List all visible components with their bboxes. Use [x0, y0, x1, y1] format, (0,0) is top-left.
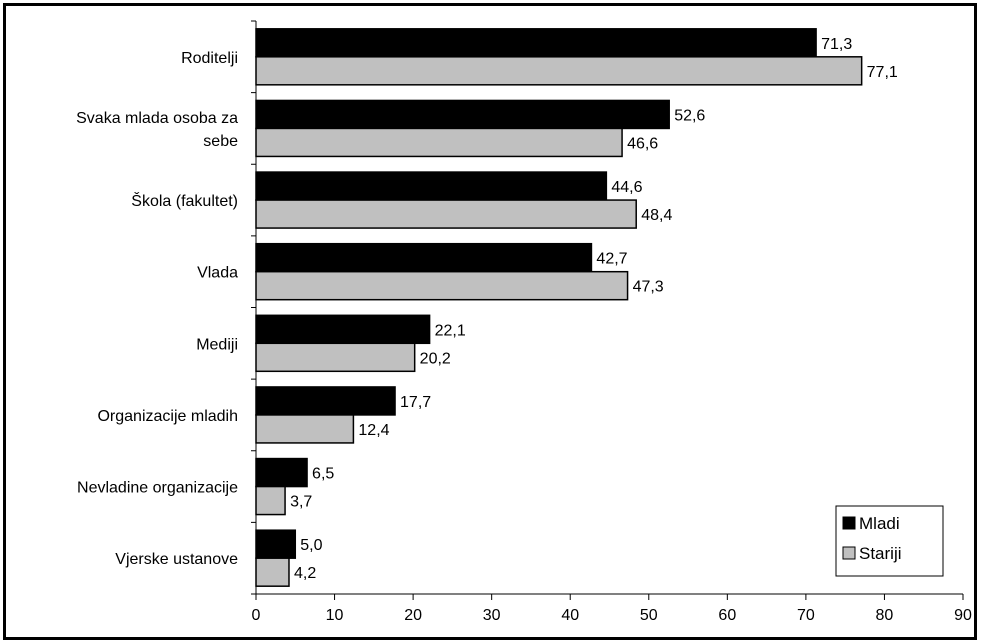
data-label: 52,6 [674, 107, 705, 124]
bar-mladi [255, 242, 593, 273]
category-label: Mediji [196, 336, 238, 353]
x-tick-label: 20 [404, 607, 422, 624]
data-label: 71,3 [821, 36, 852, 53]
bar-stariji [255, 56, 863, 86]
data-label: 48,4 [641, 207, 672, 224]
bar-stariji [255, 485, 286, 516]
legend-swatch-stariji [842, 546, 856, 560]
data-label: 46,6 [627, 135, 658, 152]
x-tick-label: 70 [797, 607, 815, 624]
x-tick-label: 0 [252, 607, 261, 624]
x-tick-label: 90 [954, 607, 972, 624]
bar-stariji [255, 342, 416, 373]
bar-stariji [255, 270, 629, 301]
legend-label-mladi: Mladi [859, 514, 900, 533]
data-label: 22,1 [435, 322, 466, 339]
bar-mladi [255, 314, 431, 345]
category-label: Svaka mlada osoba za [76, 110, 238, 127]
bar-mladi [255, 171, 608, 201]
data-label: 44,6 [611, 179, 642, 196]
data-label: 42,7 [596, 251, 627, 268]
data-label: 5,0 [300, 537, 322, 554]
bar-mladi [255, 28, 817, 58]
data-label: 4,2 [294, 565, 316, 582]
data-label: 3,7 [290, 494, 312, 511]
bar-stariji [255, 127, 623, 158]
x-tick-label: 40 [561, 607, 579, 624]
bar-mladi [255, 99, 670, 130]
data-label: 12,4 [358, 422, 389, 439]
category-label: Vlada [197, 265, 238, 282]
data-label: 47,3 [633, 279, 664, 296]
data-label: 20,2 [420, 350, 451, 367]
x-tick-label: 30 [483, 607, 501, 624]
legend-label-stariji: Stariji [859, 544, 902, 563]
legend-swatch-mladi [842, 516, 856, 530]
bar-stariji [255, 414, 355, 444]
category-label: Roditelji [181, 50, 238, 67]
bar-mladi [255, 529, 297, 559]
bar-stariji [255, 199, 637, 229]
category-label: Vjerske ustanove [115, 551, 238, 568]
bar-mladi [255, 457, 308, 488]
category-label: sebe [203, 133, 238, 150]
data-label: 17,7 [400, 394, 431, 411]
category-label: Organizacije mladih [97, 408, 238, 425]
bar-stariji [255, 557, 290, 587]
x-tick-label: 80 [876, 607, 894, 624]
data-label: 77,1 [867, 64, 898, 81]
bar-mladi [255, 386, 396, 416]
category-label: Škola (fakultet) [131, 191, 238, 210]
category-label: Nevladine organizacije [77, 480, 238, 497]
x-tick-label: 50 [640, 607, 658, 624]
data-label: 6,5 [312, 466, 334, 483]
x-tick-label: 10 [326, 607, 344, 624]
x-tick-label: 60 [718, 607, 736, 624]
